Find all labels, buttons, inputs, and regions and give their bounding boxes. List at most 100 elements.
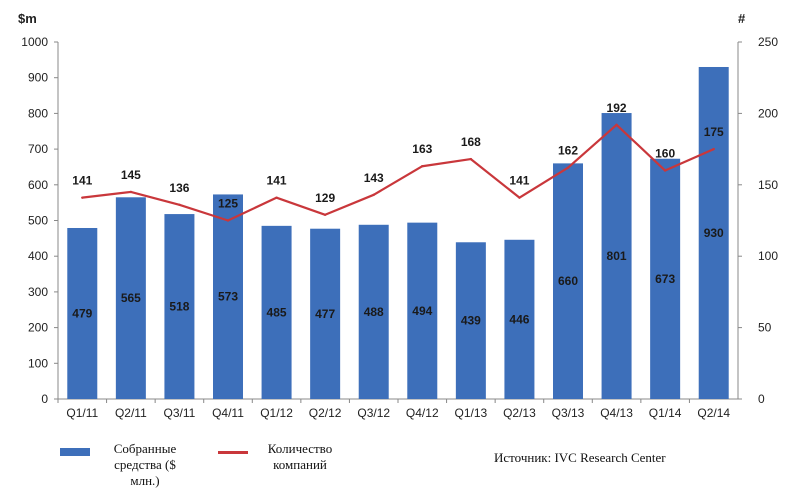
- right-tick-label: 0: [758, 392, 765, 406]
- bar: [261, 225, 292, 399]
- left-tick-label: 200: [28, 321, 48, 335]
- bar: [504, 239, 535, 399]
- bar: [67, 227, 98, 399]
- right-tick-label: 250: [758, 35, 778, 49]
- legend-line-label: Количество компаний: [262, 441, 338, 473]
- line-point: [178, 203, 181, 206]
- legend-line-label-line-2: компаний: [273, 457, 327, 472]
- line-point: [129, 190, 133, 194]
- x-tick-label: Q1/11: [66, 406, 98, 420]
- bar: [698, 66, 729, 400]
- line-point: [226, 219, 230, 222]
- bar-value-label: 488: [364, 305, 384, 319]
- bar-value-label: 446: [509, 312, 529, 326]
- line-value-label: 129: [315, 191, 335, 205]
- left-tick-label: 700: [28, 142, 48, 156]
- bar: [115, 197, 146, 399]
- bar-value-label: 801: [607, 249, 627, 263]
- line-value-label: 162: [558, 144, 578, 158]
- legend-line-label-line-1: Количество: [267, 441, 333, 456]
- source-note: Источник: IVC Research Center: [494, 450, 666, 465]
- bar-value-label: 479: [72, 306, 92, 320]
- left-axis-unit: $m: [18, 11, 37, 26]
- line-value-label: 136: [169, 181, 189, 195]
- legend-bar-label-line-2: средства ($: [114, 457, 176, 472]
- bar: [455, 242, 486, 399]
- line-point: [566, 166, 570, 169]
- left-tick-label: 900: [28, 71, 48, 85]
- legend-bar-label: Собранные средства ($ млн.): [102, 441, 188, 489]
- x-tick-label: Q2/14: [697, 406, 730, 420]
- x-tick-label: Q1/14: [649, 406, 682, 420]
- right-tick-label: 150: [758, 178, 778, 192]
- line-point: [275, 196, 278, 199]
- x-tick-label: Q1/12: [260, 406, 293, 420]
- bar-value-label: 930: [704, 226, 724, 240]
- bar: [310, 228, 341, 399]
- bar-value-label: 518: [169, 300, 189, 314]
- left-tick-label: 500: [28, 214, 48, 228]
- line-point: [323, 213, 327, 216]
- right-axis-unit: #: [738, 11, 746, 26]
- left-tick-label: 400: [28, 249, 48, 263]
- left-tick-label: 0: [41, 392, 48, 406]
- bar-value-label: 660: [558, 274, 578, 288]
- x-tick-label: Q4/13: [600, 406, 633, 420]
- legend-bar-label-line-3: млн.): [130, 473, 160, 488]
- line-series-path: [82, 123, 715, 222]
- legend-line-swatch: [218, 451, 248, 454]
- line-value-label: 141: [72, 174, 92, 188]
- line-value-label: 141: [509, 174, 529, 188]
- line-value-label: 168: [461, 135, 481, 149]
- bar-value-label: 485: [267, 305, 287, 319]
- line-value-label: 175: [704, 125, 724, 139]
- x-tick-label: Q2/12: [309, 406, 342, 420]
- bar: [358, 224, 389, 399]
- right-tick-label: 200: [758, 106, 778, 120]
- line-value-label: 141: [267, 174, 287, 188]
- bar: [407, 222, 438, 399]
- x-tick-label: Q3/13: [552, 406, 585, 420]
- left-tick-label: 1000: [21, 35, 48, 49]
- bar-value-label: 494: [412, 304, 432, 318]
- line-point: [663, 169, 667, 172]
- line-value-label: 145: [121, 168, 141, 182]
- left-tick-label: 600: [28, 178, 48, 192]
- bar-value-label: 477: [315, 307, 335, 321]
- line-value-label: 160: [655, 147, 675, 161]
- line-value-label: 125: [218, 197, 238, 211]
- line-point: [421, 165, 424, 168]
- line-point: [469, 157, 473, 161]
- bar: [601, 113, 632, 399]
- right-tick-label: 50: [758, 321, 772, 335]
- bar: [553, 163, 583, 399]
- bar: [650, 158, 681, 399]
- line-point: [712, 147, 715, 151]
- x-tick-label: Q1/13: [455, 406, 488, 420]
- x-tick-label: Q3/12: [357, 406, 390, 420]
- line-value-label: 143: [364, 171, 384, 185]
- line-point: [372, 193, 375, 196]
- bar: [164, 214, 195, 399]
- bar-value-label: 439: [461, 314, 481, 328]
- left-tick-label: 100: [28, 356, 48, 370]
- line-point: [81, 196, 84, 199]
- left-tick-label: 800: [28, 106, 48, 120]
- line-value-label: 163: [412, 142, 432, 156]
- bar-value-label: 673: [655, 272, 675, 286]
- bar-value-label: 573: [218, 290, 238, 304]
- right-tick-label: 100: [758, 249, 778, 263]
- line-point: [615, 123, 618, 127]
- x-tick-label: Q2/13: [503, 406, 536, 420]
- bar-value-label: 565: [121, 291, 141, 305]
- x-tick-label: Q2/11: [115, 406, 147, 420]
- left-tick-label: 300: [28, 285, 48, 299]
- legend-bar-label-line-1: Собранные: [113, 441, 177, 456]
- x-tick-label: Q4/12: [406, 406, 439, 420]
- x-tick-label: Q3/11: [164, 406, 196, 420]
- line-point: [518, 196, 521, 199]
- line-value-label: 192: [607, 101, 627, 115]
- legend-bar-swatch: [60, 448, 90, 456]
- x-tick-label: Q4/11: [212, 406, 244, 420]
